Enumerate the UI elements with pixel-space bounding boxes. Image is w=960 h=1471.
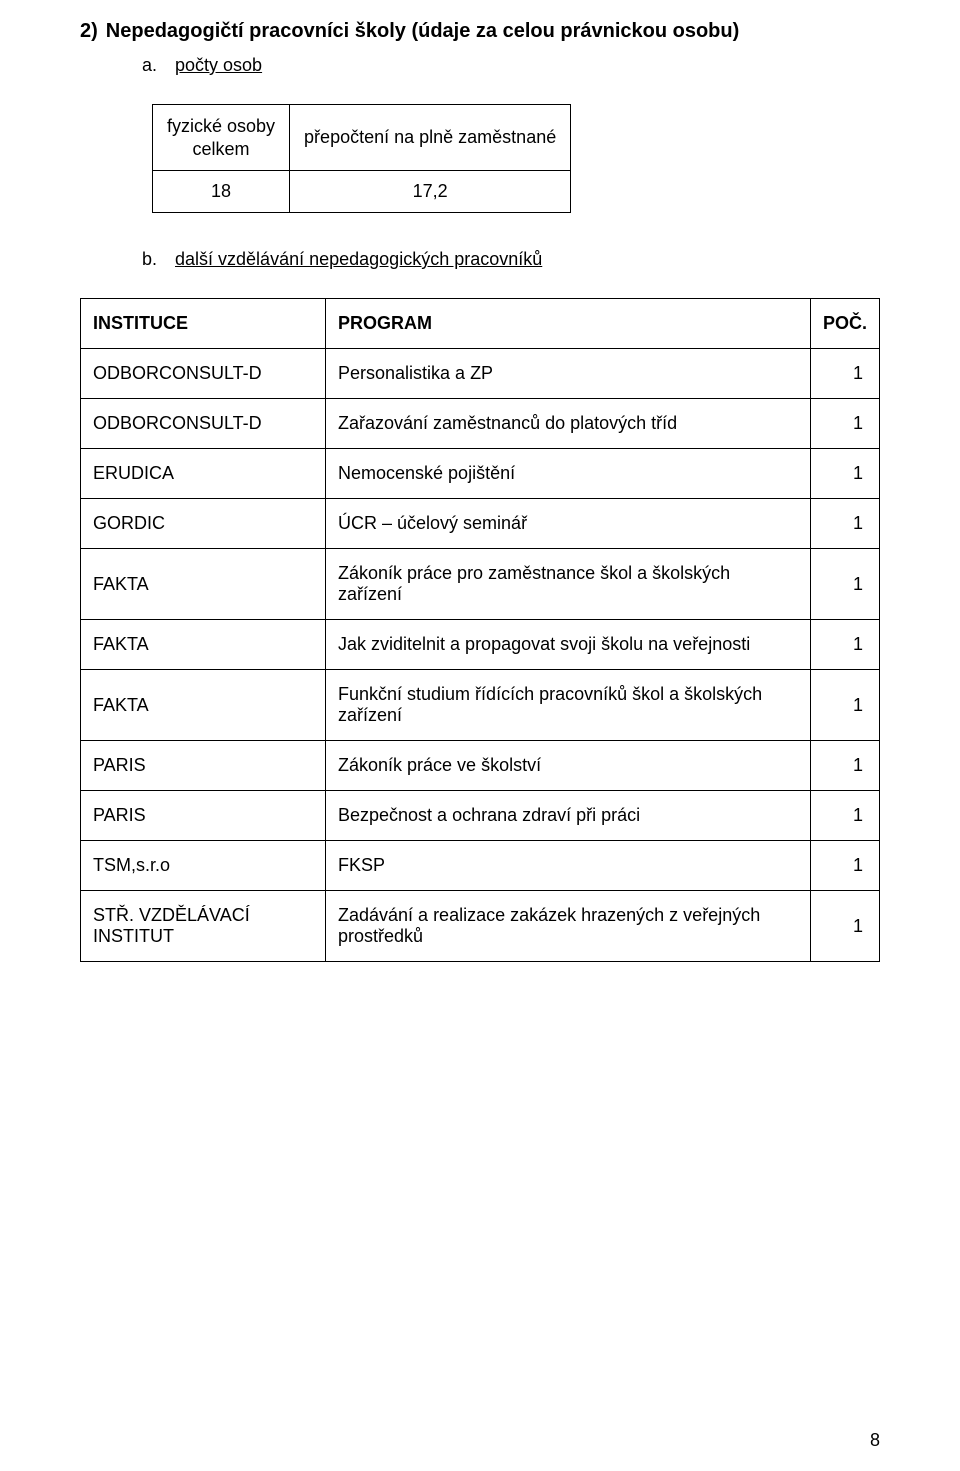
cell-count: 1 [810, 620, 879, 670]
counts-table: fyzické osoby celkem přepočtení na plně … [152, 104, 571, 213]
page-number: 8 [870, 1430, 880, 1451]
table-row: TSM,s.r.oFKSP1 [81, 841, 880, 891]
cell-institution: TSM,s.r.o [81, 841, 326, 891]
cell-program: Zařazování zaměstnanců do platových tříd [326, 399, 811, 449]
cell-program: Jak zviditelnit a propagovat svoji školu… [326, 620, 811, 670]
cell-institution: STŘ. VZDĚLÁVACÍ INSTITUT [81, 891, 326, 962]
cell-institution: FAKTA [81, 549, 326, 620]
cell-program: ÚCR – účelový seminář [326, 499, 811, 549]
cell-count: 1 [810, 399, 879, 449]
cell-program: Funkční studium řídících pracovníků škol… [326, 670, 811, 741]
cell-count: 1 [810, 349, 879, 399]
cell-program: Zadávání a realizace zakázek hrazených z… [326, 891, 811, 962]
cell-count: 1 [810, 891, 879, 962]
counts-col1-value: 18 [153, 171, 290, 213]
counts-col1-header: fyzické osoby celkem [153, 105, 290, 171]
cell-count: 1 [810, 449, 879, 499]
cell-program: Zákoník práce pro zaměstnance škol a ško… [326, 549, 811, 620]
section-number: 2) [80, 20, 98, 43]
table-row: FAKTAJak zviditelnit a propagovat svoji … [81, 620, 880, 670]
cell-count: 1 [810, 549, 879, 620]
training-table-header-row: INSTITUCE PROGRAM POČ. [81, 299, 880, 349]
counts-col1-header-line1: fyzické osoby [167, 116, 275, 136]
header-institution: INSTITUCE [81, 299, 326, 349]
cell-institution: ODBORCONSULT-D [81, 399, 326, 449]
counts-col1-header-line2: celkem [193, 139, 250, 159]
table-row: PARISBezpečnost a ochrana zdraví při prá… [81, 791, 880, 841]
section-title: 2) Nepedagogičtí pracovníci školy (údaje… [80, 20, 880, 43]
cell-institution: ERUDICA [81, 449, 326, 499]
table-row: ODBORCONSULT-DPersonalistika a ZP1 [81, 349, 880, 399]
header-program: PROGRAM [326, 299, 811, 349]
cell-institution: FAKTA [81, 670, 326, 741]
cell-program: FKSP [326, 841, 811, 891]
cell-institution: PARIS [81, 791, 326, 841]
cell-count: 1 [810, 670, 879, 741]
table-row: FAKTAFunkční studium řídících pracovníků… [81, 670, 880, 741]
cell-institution: ODBORCONSULT-D [81, 349, 326, 399]
cell-count: 1 [810, 841, 879, 891]
cell-program: Nemocenské pojištění [326, 449, 811, 499]
sub-a-label: počty osob [175, 55, 262, 75]
sub-item-a: a. počty osob [142, 55, 880, 76]
sub-a-marker: a. [142, 55, 170, 76]
cell-program: Bezpečnost a ochrana zdraví při práci [326, 791, 811, 841]
table-row: ERUDICANemocenské pojištění1 [81, 449, 880, 499]
section-title-text: Nepedagogičtí pracovníci školy (údaje za… [106, 20, 739, 43]
sub-item-b: b. další vzdělávání nepedagogických prac… [142, 249, 880, 270]
cell-count: 1 [810, 741, 879, 791]
cell-institution: PARIS [81, 741, 326, 791]
cell-count: 1 [810, 791, 879, 841]
table-row: STŘ. VZDĚLÁVACÍ INSTITUTZadávání a reali… [81, 891, 880, 962]
counts-col2-value: 17,2 [290, 171, 571, 213]
cell-count: 1 [810, 499, 879, 549]
training-table: INSTITUCE PROGRAM POČ. ODBORCONSULT-DPer… [80, 298, 880, 962]
cell-program: Personalistika a ZP [326, 349, 811, 399]
table-row: GORDICÚCR – účelový seminář1 [81, 499, 880, 549]
cell-institution: GORDIC [81, 499, 326, 549]
table-row: ODBORCONSULT-DZařazování zaměstnanců do … [81, 399, 880, 449]
sub-b-marker: b. [142, 249, 170, 270]
header-count: POČ. [810, 299, 879, 349]
table-row: FAKTAZákoník práce pro zaměstnance škol … [81, 549, 880, 620]
sub-b-label: další vzdělávání nepedagogických pracovn… [175, 249, 542, 269]
counts-col2-header: přepočtení na plně zaměstnané [290, 105, 571, 171]
cell-program: Zákoník práce ve školství [326, 741, 811, 791]
cell-institution: FAKTA [81, 620, 326, 670]
table-row: PARISZákoník práce ve školství1 [81, 741, 880, 791]
